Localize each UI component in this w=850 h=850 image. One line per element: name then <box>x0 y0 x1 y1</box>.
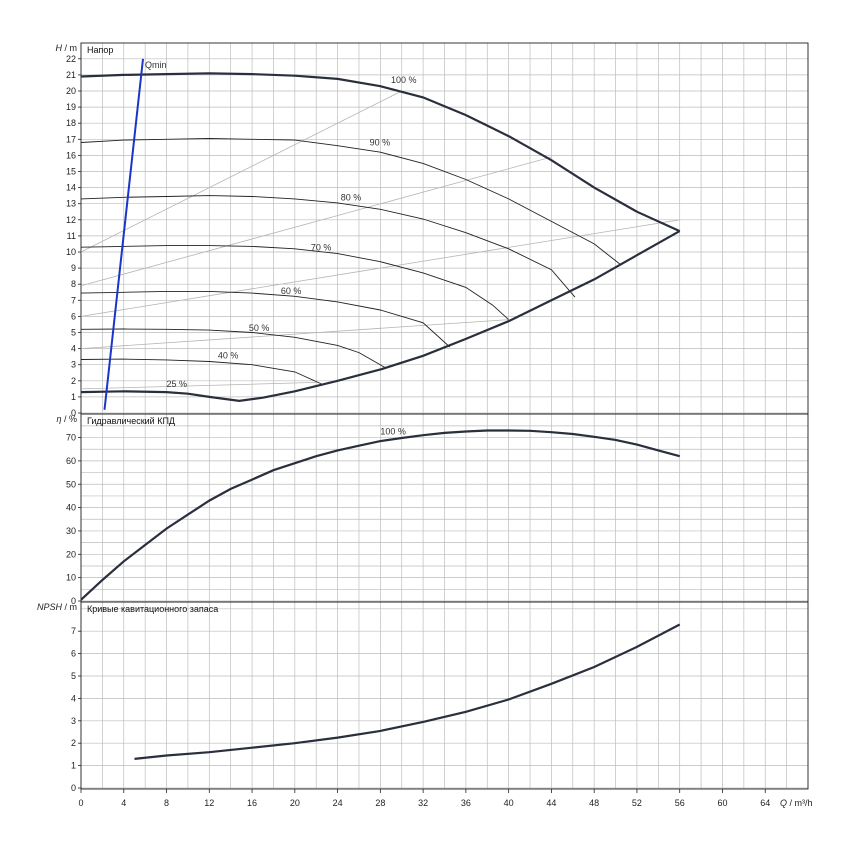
y-tick-label: 30 <box>66 526 76 536</box>
qmin-line <box>103 58 144 410</box>
data-curves <box>80 58 681 760</box>
y-tick-label: 4 <box>71 693 76 703</box>
y-tick-label: 4 <box>71 344 76 354</box>
speed-curve <box>80 358 322 385</box>
x-tick-label: 32 <box>418 798 428 808</box>
series-curve <box>134 623 681 760</box>
efficiency-line <box>80 90 402 253</box>
y-axis-label-head: H / m <box>56 43 78 53</box>
y-tick-label: 60 <box>66 456 76 466</box>
x-tick-label: 0 <box>78 798 83 808</box>
y-tick-label: 50 <box>66 479 76 489</box>
y-tick-label: 40 <box>66 503 76 513</box>
y-tick-label: 22 <box>66 54 76 64</box>
qmin-label: Qmin <box>145 60 167 70</box>
y-tick-label: 17 <box>66 134 76 144</box>
x-tick-label: 56 <box>675 798 685 808</box>
x-tick-label: 20 <box>290 798 300 808</box>
efficiency-line <box>80 319 509 349</box>
y-tick-label: 16 <box>66 150 76 160</box>
y-tick-label: 20 <box>66 86 76 96</box>
speed-curve-label: 100 % <box>391 75 417 85</box>
speed-curve-label: 80 % <box>341 192 362 202</box>
x-axis-label: Q / m³/h <box>780 798 813 808</box>
series-label: 100 % <box>380 427 406 437</box>
y-tick-label: 3 <box>71 360 76 370</box>
x-tick-label: 52 <box>632 798 642 808</box>
y-tick-label: 20 <box>66 549 76 559</box>
y-tick-label: 19 <box>66 102 76 112</box>
y-tick-label: 8 <box>71 279 76 289</box>
y-tick-label: 70 <box>66 433 76 443</box>
efficiency-line <box>80 156 552 287</box>
y-tick-label: 18 <box>66 118 76 128</box>
y-tick-label: 6 <box>71 311 76 321</box>
x-tick-label: 12 <box>204 798 214 808</box>
y-tick-label: 14 <box>66 183 76 193</box>
x-tick-label: 8 <box>164 798 169 808</box>
x-tick-label: 4 <box>121 798 126 808</box>
x-tick-label: 60 <box>717 798 727 808</box>
y-tick-label: 10 <box>66 247 76 257</box>
speed-curve-label: 40 % <box>218 350 239 360</box>
panel-title-npsh: Кривые кавитационного запаса <box>87 604 218 614</box>
x-tick-label: 44 <box>546 798 556 808</box>
panel-title-eta: Гидравлический КПД <box>87 416 175 426</box>
y-tick-label: 7 <box>71 295 76 305</box>
y-tick-label: 3 <box>71 716 76 726</box>
y-tick-label: 7 <box>71 626 76 636</box>
y-axis-label-eta: η / % <box>56 414 77 424</box>
y-tick-label: 15 <box>66 167 76 177</box>
speed-curve <box>80 138 622 266</box>
speed-curve <box>80 230 681 403</box>
y-tick-label: 0 <box>71 408 76 418</box>
y-tick-label: 5 <box>71 328 76 338</box>
y-tick-label: 10 <box>66 573 76 583</box>
y-tick-label: 13 <box>66 199 76 209</box>
panel-frame-npsh <box>80 601 809 790</box>
x-tick-label: 48 <box>589 798 599 808</box>
x-tick-label: 36 <box>461 798 471 808</box>
y-tick-label: 2 <box>71 376 76 386</box>
speed-curve-label: 90 % <box>370 138 391 148</box>
x-tick-label: 40 <box>504 798 514 808</box>
x-tick-label: 24 <box>333 798 343 808</box>
speed-curve <box>80 328 386 369</box>
y-tick-label: 5 <box>71 671 76 681</box>
series-curve <box>80 429 680 601</box>
y-tick-label: 9 <box>71 263 76 273</box>
speed-curve <box>80 72 681 233</box>
x-tick-label: 64 <box>760 798 770 808</box>
speed-curve-label: 60 % <box>281 286 302 296</box>
x-tick-label: 16 <box>247 798 257 808</box>
y-tick-label: 6 <box>71 649 76 659</box>
y-tick-label: 11 <box>67 231 76 241</box>
y-tick-label: 1 <box>71 392 76 402</box>
panel-frames <box>80 42 809 790</box>
grid-lines <box>80 43 809 789</box>
y-axis-label-npsh: NPSH / m <box>37 602 77 612</box>
y-tick-label: 0 <box>71 596 76 606</box>
efficiency-line <box>80 382 317 390</box>
y-tick-label: 21 <box>66 70 76 80</box>
x-tick-label: 28 <box>375 798 385 808</box>
speed-curve-label: 25 % <box>167 379 188 389</box>
speed-curve <box>80 195 576 298</box>
speed-curve-label: 70 % <box>311 242 332 252</box>
y-tick-label: 12 <box>66 215 76 225</box>
speed-curve-label: 50 % <box>249 323 270 333</box>
y-tick-label: 1 <box>71 761 76 771</box>
y-tick-label: 0 <box>71 783 76 793</box>
y-tick-label: 2 <box>71 738 76 748</box>
panel-title-head: Напор <box>87 45 113 55</box>
speed-curve <box>80 290 451 348</box>
speed-curve <box>80 245 509 320</box>
